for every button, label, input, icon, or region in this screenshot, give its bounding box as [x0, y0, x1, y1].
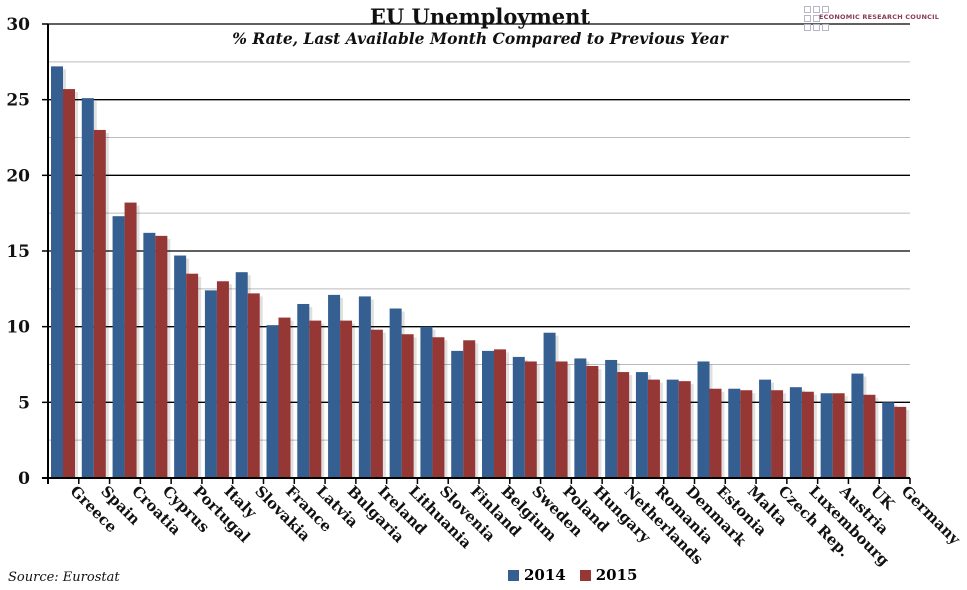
bar-2014-austria [820, 393, 833, 478]
y-tick-label: 25 [6, 91, 30, 111]
bar-2015-portugal [186, 273, 199, 478]
bar-2014-estonia [697, 361, 710, 478]
bar-2014-denmark [666, 379, 679, 478]
bar-2015-malta [740, 390, 753, 478]
y-tick-label: 0 [18, 469, 30, 489]
bar-2015-hungary [586, 366, 599, 478]
bar-2015-lithuania [401, 334, 414, 478]
y-tick-label: 20 [6, 166, 30, 186]
bar-2014-czech-rep- [759, 379, 772, 478]
bar-2015-estonia [709, 388, 722, 478]
bar-2014-france [266, 325, 279, 478]
bar-2015-bulgaria [340, 320, 353, 478]
bar-2014-slovakia [235, 272, 248, 478]
bar-2014-greece [51, 66, 63, 478]
legend-item-2015: 2015 [579, 566, 638, 584]
bar-2014-belgium [482, 350, 494, 478]
chart-title: EU Unemployment [369, 4, 591, 29]
legend-label: 2014 [524, 566, 566, 584]
bar-2014-lithuania [389, 308, 402, 478]
legend-label: 2015 [595, 566, 638, 584]
bar-2015-greece [63, 89, 75, 478]
bar-2014-portugal [174, 255, 187, 478]
bar-2014-malta [728, 388, 741, 478]
bar-2014-germany [882, 402, 895, 478]
bar-2015-latvia [309, 320, 322, 478]
bar-2014-finland [451, 350, 464, 478]
bar-2014-croatia [112, 216, 125, 478]
legend-swatch [579, 569, 591, 581]
bar-2015-romania [647, 379, 660, 478]
y-tick-label: 30 [6, 15, 30, 35]
brand-name: ECONOMIC RESEARCH COUNCIL [819, 13, 940, 21]
bar-2015-luxembourg [801, 391, 814, 478]
bar-2014-sweden [512, 356, 525, 478]
bar-2015-slovenia [432, 337, 445, 478]
bar-2014-cyprus [143, 232, 156, 478]
chart-subtitle: % Rate, Last Available Month Compared to… [232, 29, 728, 48]
bar-2015-cyprus [155, 235, 168, 478]
bar-2015-austria [832, 393, 845, 478]
bar-2015-poland [555, 361, 568, 478]
legend-item-2014: 2014 [508, 566, 566, 584]
bar-2014-ireland [358, 296, 371, 478]
bar-2015-italy [216, 281, 229, 478]
bar-2015-belgium [494, 349, 506, 478]
bar-2014-netherlands [605, 359, 618, 478]
bar-2015-denmark [678, 381, 691, 478]
bar-2014-slovenia [420, 326, 433, 478]
bar-2015-finland [463, 340, 476, 478]
bar-2015-germany [894, 406, 907, 478]
y-tick-label: 10 [6, 318, 30, 338]
bar-2015-netherlands [617, 372, 630, 478]
legend: 2014 2015 [508, 566, 638, 584]
legend-swatch [508, 569, 519, 581]
bar-2015-ireland [370, 329, 383, 478]
bar-2014-italy [204, 290, 217, 478]
bar-2015-slovakia [247, 293, 260, 478]
y-tick-label: 15 [6, 242, 30, 262]
y-tick-label: 5 [18, 393, 30, 413]
x-tick-label: Germany [898, 482, 965, 549]
bar-2015-spain [93, 129, 106, 478]
bar-2015-uk [863, 394, 876, 478]
bar-2014-hungary [574, 358, 587, 478]
bar-2015-france [278, 317, 291, 478]
bar-2014-uk [851, 373, 864, 478]
bar-2015-croatia [124, 202, 137, 478]
bar-2014-luxembourg [789, 387, 802, 478]
bar-2014-poland [543, 332, 556, 478]
bar-2015-czech-rep- [771, 390, 784, 478]
bar-2014-spain [81, 98, 94, 479]
bar-2014-bulgaria [328, 294, 341, 478]
bar-2014-latvia [297, 303, 310, 478]
bar-2015-sweden [524, 361, 537, 478]
bar-2014-romania [635, 372, 648, 478]
source-note: Source: Eurostat [8, 570, 120, 585]
